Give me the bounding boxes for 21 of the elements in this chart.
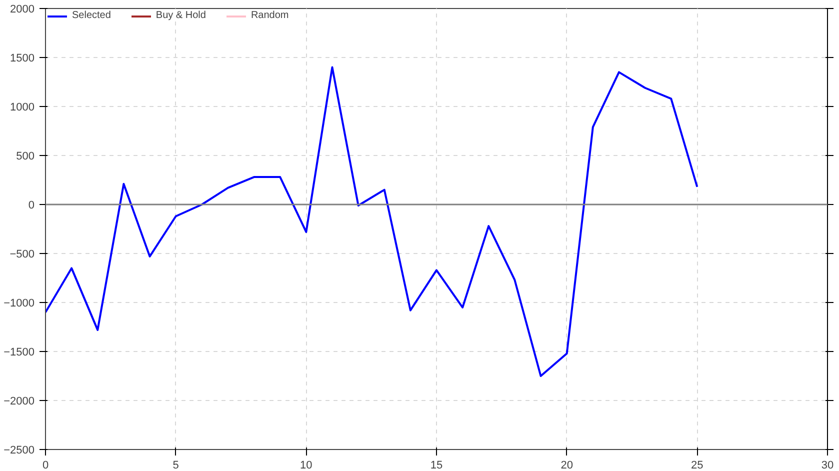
- y-tick-label: −500: [10, 248, 35, 260]
- x-tick-label: 5: [172, 460, 179, 471]
- legend-label: Selected: [72, 10, 111, 21]
- x-tick-label: 20: [560, 460, 573, 471]
- y-tick-label: 500: [16, 150, 35, 162]
- y-tick-label: −2000: [4, 396, 35, 408]
- y-tick-label: −2500: [4, 444, 35, 456]
- y-tick-label: 1500: [10, 52, 35, 64]
- line-series: [46, 66, 698, 377]
- x-tick-label: 25: [691, 460, 704, 471]
- y-tick-label: 0: [28, 200, 35, 212]
- x-tick-label: 0: [42, 460, 49, 471]
- x-tick-label: 10: [300, 460, 312, 471]
- y-tick-label: 1000: [10, 102, 35, 114]
- legend-label: Buy & Hold: [156, 10, 206, 21]
- y-tick-label: −1000: [4, 298, 35, 310]
- y-tick-label: −1500: [4, 346, 35, 358]
- x-tick-label: 30: [821, 460, 834, 471]
- x-tick-label: 15: [430, 460, 443, 471]
- legend-label: Random: [250, 10, 289, 21]
- y-tick-label: 2000: [10, 4, 35, 16]
